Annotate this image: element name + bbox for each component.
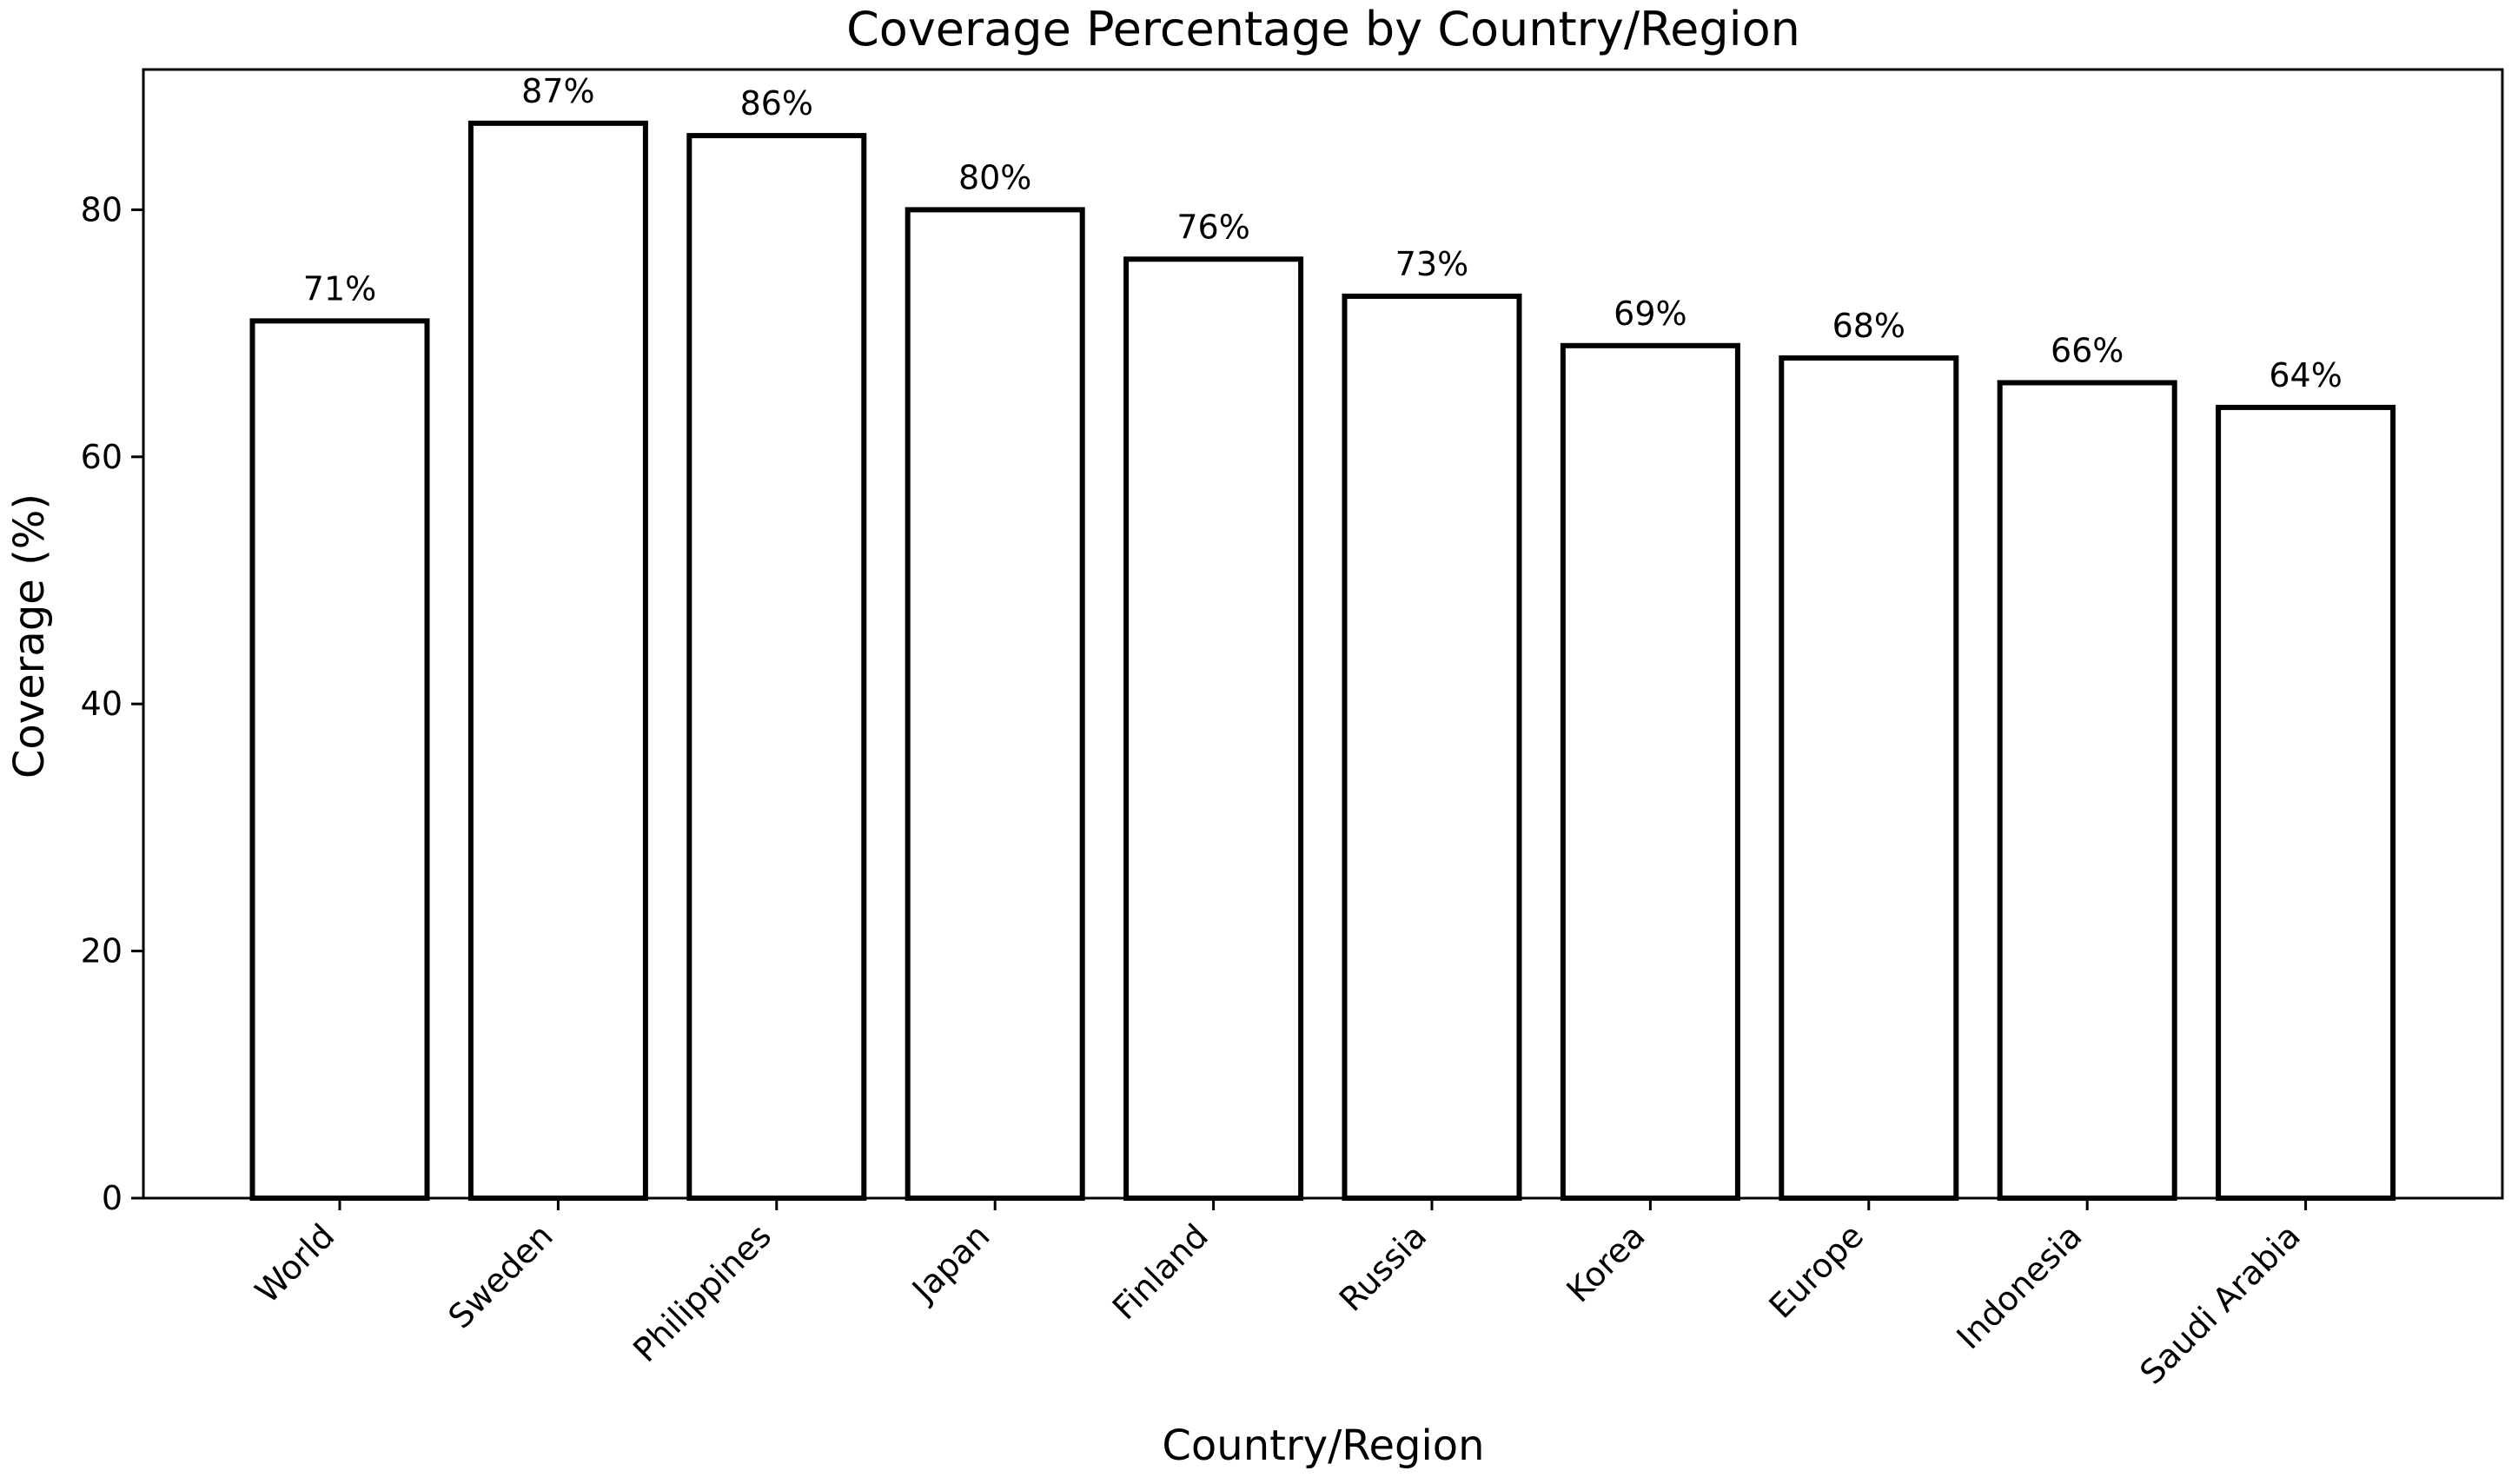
- data-label: 64%: [2269, 356, 2342, 394]
- x-tick-label: Sweden: [441, 1216, 560, 1335]
- bar-philippines: [686, 133, 867, 1202]
- data-label: 68%: [1832, 307, 1905, 345]
- plot-frame: [142, 68, 2504, 1200]
- y-tick-label: 0: [102, 1179, 123, 1217]
- data-label: 71%: [303, 269, 376, 308]
- bar-indonesia: [1997, 380, 2177, 1201]
- bar-finland: [1123, 256, 1304, 1202]
- bar-russia: [1342, 293, 1522, 1201]
- y-axis-label: Coverage (%): [5, 494, 54, 778]
- y-axis: 0 20 40 60 80: [81, 190, 143, 1217]
- data-label: 87%: [521, 72, 594, 110]
- x-axis-label: Country/Region: [1162, 1421, 1484, 1470]
- bar-korea: [1560, 342, 1740, 1201]
- bar-world: [249, 318, 430, 1201]
- x-axis: World Sweden Philippines Japan Finland Russia…: [248, 1198, 2308, 1392]
- data-label: 76%: [1176, 208, 1249, 246]
- y-tick-label: 80: [81, 190, 123, 229]
- x-tick-label: Korea: [1559, 1216, 1652, 1309]
- x-tick-label: World: [248, 1216, 341, 1310]
- bar-japan: [904, 207, 1085, 1202]
- bars-group: [249, 120, 2396, 1202]
- data-label: 66%: [2051, 331, 2124, 369]
- x-tick-label: Philippines: [626, 1216, 779, 1369]
- x-tick-label: Russia: [1332, 1216, 1435, 1319]
- data-labels-group: 71% 87% 86% 80% 76% 73% 69% 68% 66% 64%: [303, 72, 2342, 394]
- y-tick-label: 40: [81, 685, 123, 723]
- bar-saudi-arabia: [2216, 404, 2396, 1201]
- data-label: 73%: [1395, 245, 1468, 283]
- x-tick-label: Europe: [1762, 1216, 1872, 1326]
- x-tick-label: Indonesia: [1950, 1216, 2090, 1356]
- x-tick-label: Finland: [1105, 1216, 1216, 1327]
- data-label: 80%: [958, 158, 1031, 196]
- chart-title: Coverage Percentage by Country/Region: [846, 2, 1800, 56]
- x-tick-label: Japan: [904, 1216, 997, 1309]
- data-label: 86%: [740, 84, 813, 123]
- y-tick-label: 20: [81, 932, 123, 971]
- bar-europe: [1779, 355, 1959, 1201]
- data-label: 69%: [1614, 295, 1686, 333]
- x-tick-label: Saudi Arabia: [2132, 1216, 2308, 1392]
- bar-sweden: [467, 120, 648, 1201]
- y-tick-label: 60: [81, 438, 123, 476]
